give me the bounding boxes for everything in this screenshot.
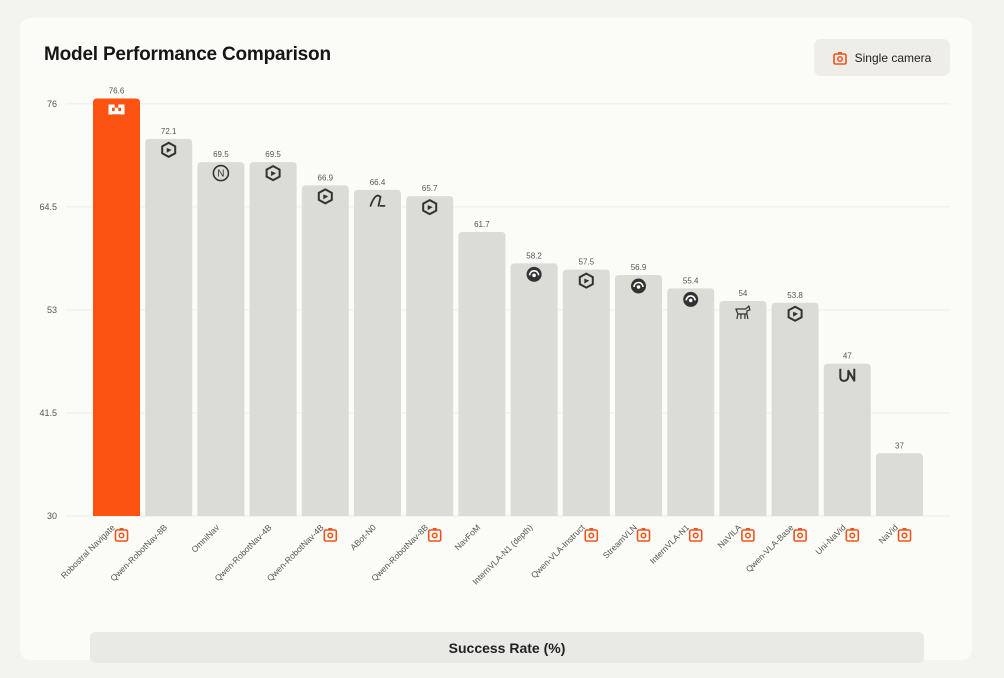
abot-logo-icon [369,194,386,207]
y-tick-label: 64.5 [39,202,57,212]
single-camera-icon [793,528,807,542]
single-camera-icon [741,528,755,542]
x-tick-label: Qwen-RobotNav-4B [213,522,274,583]
uninavid-logo-icon [839,368,856,382]
bar[interactable] [771,302,819,516]
x-tick-label: NaVid [877,522,901,546]
bar[interactable] [719,300,767,516]
bar[interactable] [354,189,401,516]
bar-value-label: 66.4 [370,178,386,187]
bar[interactable] [458,231,506,516]
bar-value-label: 66.9 [318,173,334,182]
x-tick-label: Qwen-VLA-Instruct [529,522,587,580]
bar[interactable] [823,363,871,516]
x-tick-label: Uni-NaVid [813,522,848,557]
x-tick-label: OmniNav [189,522,222,555]
x-tick-label: Qwen-RobotNav-8B [369,522,430,583]
single-camera-icon [688,528,703,542]
qwen-logo-icon [161,141,177,158]
bar-value-label: 56.9 [631,263,647,272]
x-tick-label: InternVLA-N1 (depth) [470,522,534,586]
bar[interactable] [615,274,662,516]
intern-logo-icon [631,278,646,294]
omninav-logo-icon: N [212,164,230,182]
qwen-logo-icon [578,272,594,289]
bar[interactable] [562,269,610,516]
x-tick-label: StreamVLN [601,522,639,560]
x-tick-label: Robostral Navigate [59,522,117,580]
bar-value-label: 69.5 [265,150,281,159]
intern-logo-icon [526,266,542,282]
qwen-logo-icon [787,305,803,322]
bar[interactable] [249,162,297,516]
x-axis-title: Success Rate (%) [448,639,566,656]
bar-value-label: 54 [738,289,747,298]
single-camera-icon [114,528,129,542]
y-tick-label: 41.5 [39,408,57,418]
qwen-logo-icon [317,188,333,205]
x-tick-label: Qwen-RobotNav-4B [265,522,326,583]
bar[interactable] [876,453,923,516]
svg-text:N: N [217,169,224,180]
single-camera-icon [323,528,338,542]
qwen-logo-icon [422,199,438,216]
bar[interactable] [406,196,454,516]
bar-value-label: 61.7 [474,220,490,229]
bar[interactable] [667,288,715,516]
bar[interactable] [301,185,349,516]
bar-value-label: 72.1 [161,127,177,136]
x-axis-title-bar: Success Rate (%) [90,632,924,663]
bar-value-label: 58.2 [526,251,542,260]
y-tick-label: 30 [47,511,57,521]
navila-dog-icon [735,305,751,320]
single-camera-badge[interactable]: Single camera [814,39,950,76]
robostral-logo-icon [108,104,125,115]
single-camera-label: Single camera [854,50,932,65]
bar-value-label: 53.8 [787,291,803,300]
chart-title: Model Performance Comparison [44,44,331,65]
bar[interactable] [510,263,558,516]
bar-value-label: 57.5 [579,258,595,267]
bar-value-label: 69.5 [213,150,229,159]
y-tick-label: 76 [47,99,57,109]
intern-logo-icon [683,291,699,307]
y-tick-label: 53 [47,305,57,315]
bar-value-label: 65.7 [422,184,438,193]
single-camera-icon [845,528,860,542]
x-tick-label: InternVLA-N1 [648,522,692,566]
single-camera-icon [427,528,442,542]
bar[interactable] [93,98,140,517]
single-camera-icon [636,528,651,542]
bar-value-label: 76.6 [109,87,125,96]
bar-value-label: 47 [843,352,852,361]
x-tick-label: NavFoM [453,522,483,552]
x-tick-label: ABot-N0 [348,522,378,552]
single-camera-icon [584,528,599,542]
bar-value-label: 55.4 [683,276,699,285]
x-tick-label: Qwen-RobotNav-8B [108,522,169,583]
camera-icon [832,51,847,65]
x-tick-label: NaVILA [716,522,744,550]
bar[interactable] [197,162,245,516]
bar-value-label: 37 [895,441,904,450]
single-camera-icon [897,528,912,542]
qwen-logo-icon [265,164,281,182]
bar[interactable] [145,138,193,516]
